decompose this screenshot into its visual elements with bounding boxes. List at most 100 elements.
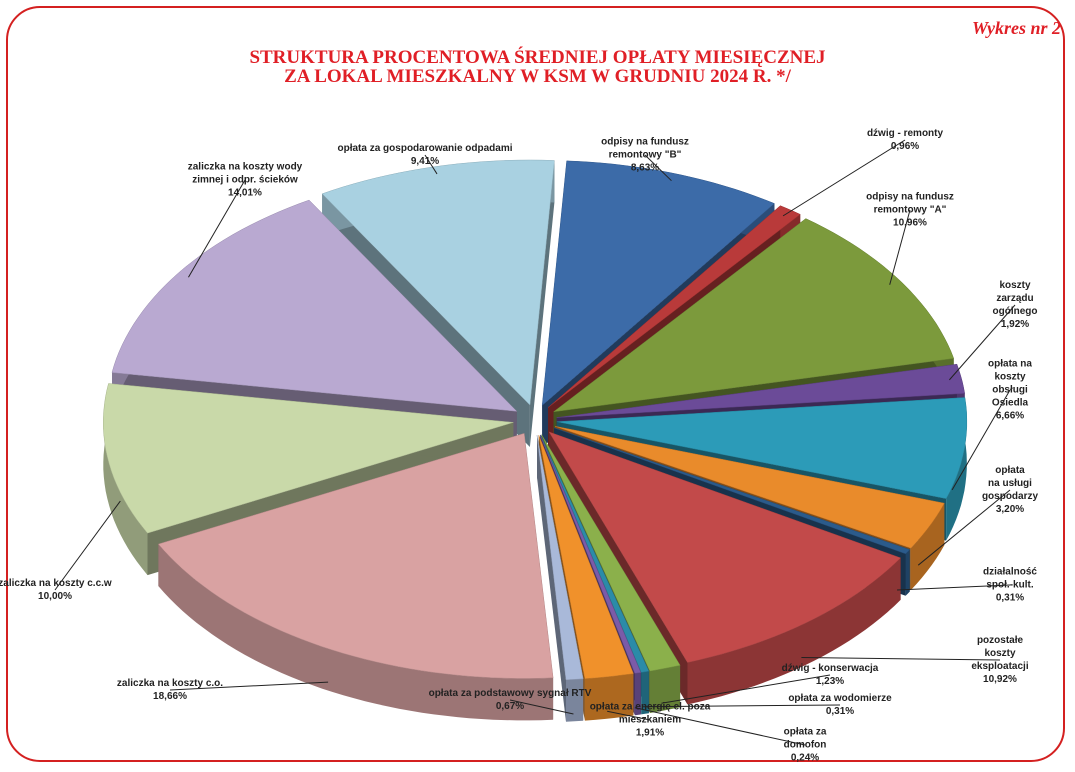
slice — [556, 363, 965, 418]
slice — [157, 433, 554, 679]
slice-value-label: 10,00% — [38, 591, 72, 602]
slice-category: odpisy na fundusz remontowy "B" — [601, 136, 689, 161]
chart-title: STRUKTURA PROCENTOWA ŚREDNIEJ OPŁATY MIE… — [249, 47, 826, 87]
slice — [321, 159, 555, 406]
slice-value-label: 10,92% — [983, 674, 1017, 685]
leader-line — [661, 674, 831, 704]
slice — [556, 397, 968, 499]
slice-label: koszty zarządu ogólnego 1,92% — [985, 279, 1045, 331]
slice — [111, 199, 518, 412]
leader-line — [801, 657, 1001, 661]
frame — [6, 6, 1065, 762]
slice — [548, 431, 902, 663]
slice — [538, 435, 634, 679]
slice-category: opłata za domofon — [783, 726, 827, 751]
slice-side — [584, 673, 634, 721]
slice-label: opłata na koszty obsługi Osiedla 6,66% — [978, 358, 1043, 423]
slice-category: zaliczka na koszty c.c.w — [0, 578, 112, 589]
slice-label: pozostałe koszty eksploatacji 10,92% — [963, 634, 1038, 686]
slice-label: opłata za gospodarowanie odpadami 9,41% — [337, 142, 512, 168]
slice-label: opłata za wodomierze 0,31% — [788, 692, 891, 718]
slice-category: zaliczka na koszty c.o. — [116, 678, 224, 689]
slice-side — [634, 672, 641, 716]
leader-line — [917, 489, 1011, 566]
slice-category: opłata za energię el. poza mieszkaniem — [589, 701, 711, 726]
leader-line — [424, 154, 438, 175]
slice-value-label: 0,96% — [890, 141, 920, 152]
slice — [103, 383, 514, 534]
slice-category: zaliczka na koszty wody zimnej i odpr. ś… — [187, 161, 303, 186]
slice-value-label: 0,31% — [825, 706, 855, 717]
slice-category: opłata za wodomierze — [788, 693, 892, 704]
slice-category: działalność społ.-kult. — [983, 566, 1037, 591]
slice-side — [687, 557, 901, 705]
slice-wall — [529, 160, 555, 447]
slice — [552, 218, 955, 413]
slice — [541, 434, 681, 672]
leader-line — [951, 389, 1011, 491]
slice — [536, 435, 584, 680]
slice-label: opłata za energię el. poza mieszkaniem 1,… — [590, 701, 711, 740]
chart-subtitle: Wykres nr 2 — [971, 18, 1061, 38]
slice-side — [641, 671, 649, 715]
slice-side — [566, 678, 584, 722]
slice-wall — [537, 435, 566, 722]
slice-value-label: 10,96% — [893, 217, 927, 229]
slice-category: opłata na koszty obsługi Osiedla — [988, 358, 1032, 409]
leader-line — [188, 179, 246, 278]
slice-category: dźwig - konserwacja — [781, 663, 879, 674]
slice — [541, 160, 775, 407]
slice-label: dźwig - remonty 0,96% — [867, 127, 943, 153]
slice-side — [905, 549, 910, 596]
slice-value-label: 3,20% — [995, 504, 1025, 515]
leader-line — [949, 304, 1016, 381]
slice-label: działalność społ.-kult. 0,31% — [983, 566, 1037, 605]
slice-category: opłata za gospodarowanie odpadami — [337, 143, 513, 154]
slice-value-label: 0,24% — [790, 752, 820, 764]
slice-side — [103, 383, 148, 576]
slice — [547, 205, 801, 408]
slice-value-label: 18,66% — [153, 691, 187, 702]
slice-category: dźwig - remonty — [866, 128, 944, 139]
leader-line — [644, 154, 672, 182]
leader-line — [641, 704, 841, 708]
leader-line — [169, 681, 329, 691]
slice-label: opłata za podstawowy sygnał RTV 0,67% — [429, 687, 592, 713]
slice — [555, 426, 945, 549]
leader-line — [889, 209, 911, 285]
slice — [539, 434, 642, 674]
slice-value-label: 0,67% — [495, 701, 525, 712]
leader-line — [782, 139, 906, 217]
slice-value-label: 1,92% — [1000, 319, 1030, 330]
slice-category: opłata na usługi gospodarzy — [981, 465, 1039, 502]
slice-value-label: 9,41% — [410, 156, 440, 167]
slice-label: zaliczka na koszty c.o. 18,66% — [117, 677, 223, 703]
slice-side — [910, 503, 945, 591]
slice-label: odpisy na fundusz remontowy "A" 10,96% — [866, 191, 954, 230]
slice-label: dźwig - konserwacja 1,23% — [782, 662, 879, 688]
slice-label: opłata za domofon 0,24% — [784, 726, 827, 765]
slice-category: opłata za podstawowy sygnał RTV — [428, 688, 592, 699]
slice — [540, 434, 650, 673]
slice — [553, 427, 911, 555]
slice-category: pozostałe koszty eksploatacji — [971, 635, 1029, 672]
leader-line — [634, 707, 806, 746]
leader-line — [509, 699, 574, 715]
slice-label: zaliczka na koszty wody zimnej i odpr. ś… — [188, 161, 303, 200]
slice-value-label: 6,66% — [995, 410, 1025, 422]
leader-line — [54, 500, 121, 591]
slice-value-label: 0,31% — [995, 592, 1025, 604]
slice-label: odpisy na fundusz remontowy "B" 8,63% — [601, 136, 689, 175]
slice-side — [158, 544, 554, 721]
slice-label: zaliczka na koszty c.c.w 10,00% — [0, 577, 112, 603]
slice-category: koszty zarządu ogólnego — [992, 280, 1038, 317]
slice-value-label: 1,91% — [635, 727, 665, 739]
leader-line — [607, 710, 651, 721]
slice-side — [946, 397, 967, 541]
slice-category: odpisy na fundusz remontowy "A" — [866, 191, 954, 216]
slice-label: opłata na usługi gospodarzy 3,20% — [982, 464, 1038, 516]
slice-value-label: 8,63% — [630, 162, 660, 174]
slice-value-label: 14,01% — [228, 187, 262, 199]
